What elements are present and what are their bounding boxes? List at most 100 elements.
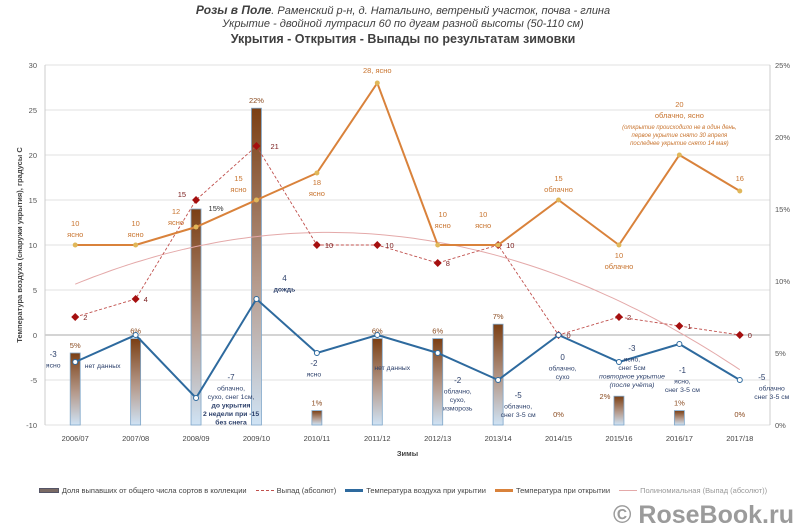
cover-temp-label: нет данных	[374, 365, 410, 372]
loss-marker	[71, 313, 80, 321]
y-tick-label: 0	[33, 331, 37, 340]
open-temp-label: 10	[615, 251, 623, 260]
cover-temp-label: снег 5см	[618, 365, 645, 372]
bar-label: 6%	[130, 327, 141, 336]
y2-tick-label: 15%	[775, 205, 790, 214]
loss-label: 10	[506, 241, 514, 250]
loss-line	[75, 145, 740, 336]
loss-label: 8	[446, 259, 450, 268]
legend-label: Полиномиальная (Выпад (абсолют))	[640, 486, 768, 495]
cover-temp-label: ясно	[307, 372, 322, 379]
open-temp-marker	[193, 224, 199, 230]
legend-open: Температура при открытии	[494, 486, 611, 495]
legend-cover: Температура воздуха при укрытии	[345, 486, 486, 495]
cover-temp-marker	[313, 350, 320, 356]
loss-marker	[131, 295, 140, 303]
bar-label: 0%	[553, 410, 564, 419]
loss-label: 10	[325, 241, 333, 250]
legend-label: Температура при открытии	[515, 486, 611, 495]
cover-temp-label: 0	[560, 353, 565, 362]
cover-temp-marker	[495, 377, 502, 383]
y-tick-label: 10	[29, 241, 37, 250]
bar-label: 2%	[600, 392, 611, 401]
bar	[190, 208, 202, 426]
x-tick-label: 2011/12	[364, 434, 391, 443]
open-temp-line	[75, 80, 741, 247]
cover-temp-label: 4	[282, 274, 287, 283]
bar-label: 15%	[209, 204, 224, 213]
cover-temp-label: -7	[227, 373, 235, 382]
open-temp-label: 10	[131, 219, 139, 228]
legend-label: Доля выпавших от общего числа сортов в к…	[61, 486, 247, 495]
cover-temp-label: -2	[454, 376, 462, 385]
legend-open-swatch	[494, 489, 513, 492]
bar	[492, 323, 504, 426]
open-temp-label: 10	[479, 210, 487, 219]
chart-title: Укрытия - Открытия - Выпады по результат…	[230, 32, 576, 46]
loss-label: 10	[385, 241, 393, 250]
loss-label: 21	[270, 142, 278, 151]
x-tick-label: 2013/14	[485, 434, 512, 443]
cover-temp-line	[74, 297, 741, 400]
bar-label: 6%	[372, 327, 383, 336]
open-temp-label: 20	[675, 100, 683, 109]
y2-tick-label: 25%	[775, 61, 790, 70]
x-tick-label: 2006/07	[62, 434, 89, 443]
cover-temp-label: снег 3-5 см	[501, 412, 536, 419]
y-tick-label: -10	[26, 421, 37, 430]
cover-temp-marker	[193, 395, 200, 401]
open-temp-label: ясно	[309, 189, 325, 198]
y2-tick-label: 10%	[775, 277, 790, 286]
bar-label: 0%	[734, 410, 745, 419]
cover-temp-label: 2 недели при -15	[203, 411, 259, 418]
cover-temp-label: ясно,	[624, 357, 641, 364]
open-temp-label: 28, ясно	[363, 66, 392, 75]
open-temp-marker	[616, 242, 622, 248]
loss-marker	[675, 322, 684, 330]
x-tick-label: 2017/18	[726, 434, 753, 443]
y2-tick-label: 0%	[775, 421, 786, 430]
loss-marker	[192, 196, 201, 204]
open-temp-marker	[737, 188, 743, 194]
cover-temp-label: ясно	[46, 363, 61, 370]
y-tick-label: -5	[30, 376, 37, 385]
y-axis-title: Температура воздуха (снаружи укрытия), г…	[15, 147, 24, 343]
bar-label: 7%	[493, 312, 504, 321]
cover-temp-label: дождь	[274, 287, 296, 294]
open-temp-label: 15	[234, 174, 242, 183]
cover-temp-label: -5	[515, 391, 523, 400]
loss-label: 0	[567, 331, 571, 340]
cover-temp-label: облачно,	[549, 365, 577, 373]
open-temp-label: облачно, ясно	[655, 111, 704, 120]
cover-temp-label: -1	[679, 366, 687, 375]
x-tick-label: 2009/10	[243, 434, 270, 443]
cover-temp-label: облачно,	[504, 403, 532, 411]
x-tick-label: 2008/09	[182, 434, 209, 443]
cover-temp-label: до укрытия	[212, 403, 251, 410]
legend-label: Температура воздуха при укрытии	[366, 486, 486, 495]
x-tick-label: 2016/17	[666, 434, 693, 443]
trendline	[75, 231, 741, 371]
x-tick-label: 2015/16	[605, 434, 632, 443]
open-temp-label: 18	[313, 178, 321, 187]
bar	[432, 338, 444, 426]
bar	[251, 107, 262, 426]
y-tick-label: 15	[29, 196, 37, 205]
open-temp-label: ясно	[168, 218, 184, 227]
y2-tick-label: 20%	[775, 133, 790, 142]
y-tick-label: 30	[29, 61, 37, 70]
y-tick-label: 25	[29, 106, 37, 115]
watermark: © RoseBook.ru	[613, 501, 794, 529]
loss-marker	[433, 259, 442, 267]
legend-bar-swatch	[38, 488, 59, 493]
loss-marker	[312, 241, 321, 249]
cover-temp-label: облачно,	[217, 385, 245, 393]
loss-marker	[373, 241, 382, 249]
x-tick-label: 2007/08	[122, 434, 149, 443]
x-axis-title: Зимы	[397, 449, 418, 458]
cover-temp-label: -3	[50, 350, 58, 359]
legend-label: Выпад (абсолют)	[276, 486, 337, 495]
open-temp-label: (открытие происходило не в один день,	[622, 125, 737, 131]
open-temp-label: ясно	[128, 230, 144, 239]
open-temp-marker	[676, 152, 682, 158]
